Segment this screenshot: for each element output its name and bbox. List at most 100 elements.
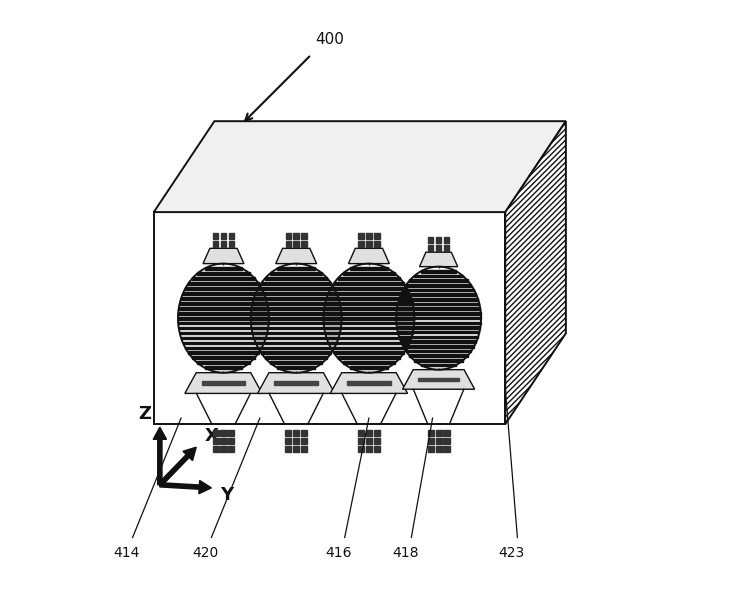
Bar: [212, 446, 218, 452]
Text: 423: 423: [498, 545, 525, 560]
Text: 400: 400: [315, 32, 344, 47]
Text: X: X: [204, 427, 218, 445]
Bar: [293, 430, 299, 436]
Bar: [324, 327, 414, 330]
Bar: [410, 355, 468, 357]
Bar: [202, 381, 245, 385]
Bar: [444, 238, 449, 243]
FancyArrow shape: [158, 447, 197, 486]
Bar: [327, 336, 411, 339]
Bar: [374, 241, 380, 247]
Bar: [334, 282, 404, 285]
Polygon shape: [349, 248, 389, 264]
Bar: [302, 233, 307, 239]
Bar: [428, 238, 433, 243]
Bar: [212, 438, 218, 444]
Bar: [212, 430, 218, 436]
Bar: [261, 282, 331, 285]
Bar: [178, 327, 268, 330]
Bar: [178, 312, 268, 315]
Bar: [325, 302, 413, 305]
Bar: [358, 438, 364, 444]
Bar: [331, 347, 407, 349]
Bar: [188, 282, 259, 285]
Bar: [192, 356, 255, 359]
Bar: [358, 446, 364, 452]
Bar: [331, 287, 407, 290]
Bar: [205, 367, 243, 369]
Bar: [403, 345, 474, 347]
Bar: [373, 446, 380, 452]
Bar: [418, 378, 459, 381]
Bar: [428, 430, 434, 436]
Bar: [401, 293, 476, 296]
Bar: [398, 303, 479, 305]
Bar: [254, 297, 339, 300]
Text: Z: Z: [138, 405, 151, 423]
Bar: [277, 367, 315, 369]
Bar: [444, 430, 450, 436]
Bar: [324, 322, 414, 324]
Bar: [221, 438, 227, 444]
Bar: [366, 430, 372, 436]
Bar: [396, 322, 481, 324]
Bar: [178, 317, 269, 319]
Bar: [325, 331, 413, 335]
Bar: [401, 341, 476, 343]
Bar: [444, 245, 449, 251]
Bar: [397, 326, 480, 329]
Bar: [228, 446, 234, 452]
Bar: [444, 438, 450, 444]
Bar: [358, 233, 364, 239]
Bar: [286, 233, 291, 239]
Bar: [197, 272, 249, 275]
Bar: [436, 245, 442, 251]
Bar: [197, 361, 249, 364]
Bar: [435, 438, 442, 444]
Bar: [286, 241, 291, 247]
Bar: [181, 297, 266, 300]
Bar: [256, 292, 336, 295]
FancyArrow shape: [153, 427, 166, 485]
Bar: [270, 272, 322, 275]
Bar: [410, 279, 468, 282]
Bar: [428, 438, 434, 444]
Bar: [435, 446, 442, 452]
Polygon shape: [276, 248, 317, 264]
Ellipse shape: [324, 264, 414, 373]
Bar: [205, 267, 243, 270]
Bar: [358, 241, 364, 247]
Bar: [414, 275, 463, 278]
Bar: [366, 438, 372, 444]
Bar: [178, 322, 268, 324]
Bar: [258, 287, 334, 290]
Bar: [347, 381, 391, 385]
Bar: [228, 233, 234, 239]
Bar: [180, 331, 267, 335]
Bar: [366, 446, 372, 452]
Bar: [251, 317, 342, 319]
Bar: [399, 298, 478, 301]
Bar: [302, 241, 307, 247]
Bar: [221, 233, 226, 239]
Bar: [277, 267, 315, 270]
Bar: [435, 430, 442, 436]
Bar: [293, 241, 299, 247]
Bar: [293, 446, 299, 452]
Polygon shape: [505, 121, 565, 424]
Bar: [327, 297, 411, 300]
Bar: [251, 312, 342, 315]
Text: 416: 416: [325, 545, 352, 560]
Bar: [398, 331, 479, 333]
Ellipse shape: [251, 264, 342, 373]
Bar: [178, 307, 268, 310]
Bar: [188, 351, 259, 355]
Bar: [228, 430, 234, 436]
Polygon shape: [330, 373, 407, 393]
FancyArrow shape: [160, 481, 212, 494]
Bar: [228, 438, 234, 444]
Bar: [373, 430, 380, 436]
Bar: [403, 289, 474, 291]
Bar: [324, 317, 414, 319]
Bar: [252, 307, 341, 310]
